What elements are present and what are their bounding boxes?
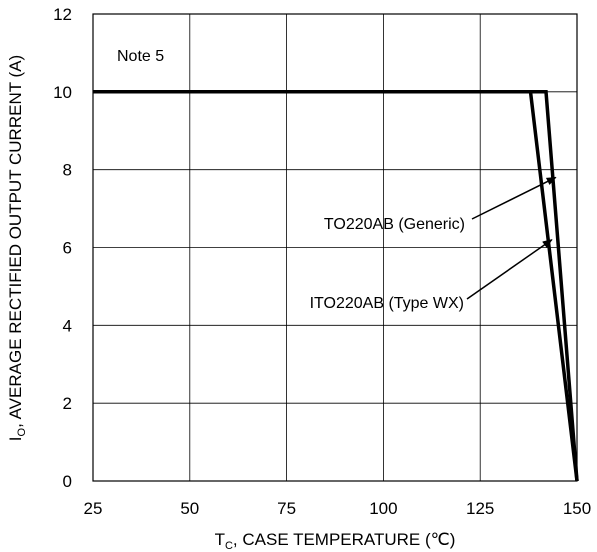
series-line-ito220ab xyxy=(93,90,579,482)
note-label: Note 5 xyxy=(117,48,164,65)
y-axis-title: IO, AVERAGE RECTIFIED OUTPUT CURRENT (A) xyxy=(6,55,28,441)
tick-labels: 25 50 75 100 125 150 0 2 4 6 8 10 12 xyxy=(53,5,591,518)
plot-area-frame xyxy=(92,13,578,482)
x-tick-label: 50 xyxy=(180,499,199,518)
x-axis-title: TC, CASE TEMPERATURE (℃) xyxy=(215,530,456,552)
annotation-ito220ab: ITO220AB (Type WX) xyxy=(310,295,464,312)
x-tick-label: 25 xyxy=(84,499,103,518)
y-tick-label: 6 xyxy=(63,239,72,258)
y-tick-label: 4 xyxy=(63,316,72,335)
series-lines xyxy=(93,90,579,482)
annotation-to220ab: TO220AB (Generic) xyxy=(324,216,465,233)
x-tick-label: 150 xyxy=(563,499,591,518)
y-tick-label: 2 xyxy=(63,394,72,413)
x-tick-label: 125 xyxy=(466,499,494,518)
annotations: Note 5 TO220AB (Generic) ITO220AB (Type WX… xyxy=(117,48,557,312)
grid xyxy=(92,13,578,482)
series-line-to220ab xyxy=(93,90,579,482)
arrow-ito220ab xyxy=(466,239,553,300)
y-tick-label: 0 xyxy=(63,472,72,491)
y-tick-label: 10 xyxy=(53,83,72,102)
arrow-to220ab xyxy=(471,176,557,220)
y-tick-label: 8 xyxy=(63,161,72,180)
x-tick-label: 75 xyxy=(277,499,296,518)
x-tick-label: 100 xyxy=(369,499,397,518)
y-tick-label: 12 xyxy=(53,5,72,24)
